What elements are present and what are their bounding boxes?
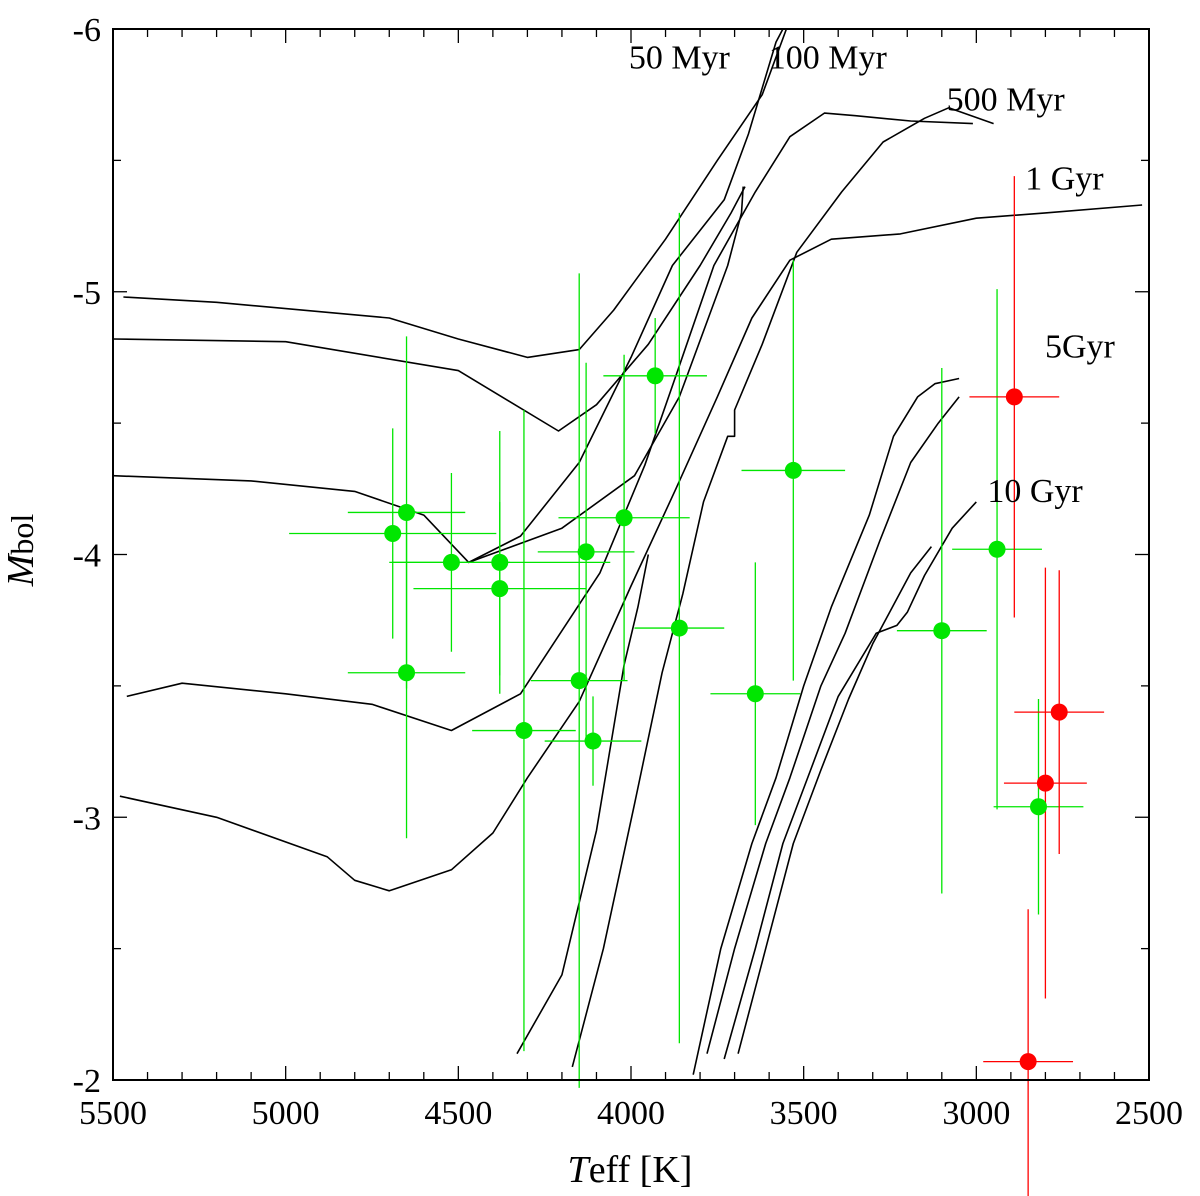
isochrone-curve [516, 554, 650, 1055]
green-data-point [670, 619, 688, 637]
green-data-point [491, 553, 509, 571]
isochrone-curve [723, 501, 977, 1060]
isochrone-curve [119, 204, 1143, 892]
y-tick-label: -2 [73, 1063, 101, 1100]
isochrone-curve [706, 396, 960, 1054]
red-data-point [1050, 703, 1068, 721]
isochrone-label: 500 Myr [947, 81, 1066, 118]
errorbar-layer [289, 176, 1105, 1196]
isochrone-label: 100 Myr [769, 39, 888, 76]
point-layer [384, 367, 1068, 1071]
y-tick-label: -5 [73, 275, 101, 312]
red-data-point [1019, 1053, 1037, 1071]
red-data-point [1005, 388, 1023, 406]
y-axis-title-rest: bol [4, 514, 40, 555]
isochrone-curve [571, 107, 994, 1068]
x-tick-label: 5500 [79, 1095, 147, 1132]
x-tick-label: 5000 [252, 1095, 320, 1132]
red-data-point [1036, 774, 1054, 792]
x-axis-title-italic: T [568, 1149, 592, 1191]
isochrone-curve [692, 377, 960, 1075]
isochrone-layer [113, 29, 1143, 1075]
green-data-point [615, 509, 633, 527]
green-data-point [746, 685, 764, 703]
green-data-point [570, 672, 588, 690]
y-tick-label: -3 [73, 800, 101, 837]
green-data-point [577, 543, 595, 561]
green-data-point [515, 722, 533, 740]
x-tick-label: 3500 [770, 1095, 838, 1132]
green-data-point [933, 622, 951, 640]
x-tick-label: 2500 [1115, 1095, 1183, 1132]
green-data-point [584, 732, 602, 750]
y-axis-title: Mbol [0, 514, 42, 588]
x-tick-label: 4000 [597, 1095, 665, 1132]
isochrone-label: 5Gyr [1045, 328, 1116, 365]
x-axis-title-rest: eff [K] [589, 1149, 693, 1191]
y-tick-label: -4 [73, 538, 101, 575]
isochrone-label-layer: 50 Myr 100 Myr 500 Myr 1 Gyr 5Gyr 10 Gyr [629, 39, 1116, 510]
green-data-point [646, 367, 664, 385]
green-data-point [784, 461, 802, 479]
green-data-point [398, 664, 416, 682]
red-errorbar [983, 909, 1074, 1196]
green-data-point [384, 524, 402, 542]
isochrone-label: 1 Gyr [1025, 160, 1104, 197]
isochrone-label: 50 Myr [629, 39, 731, 76]
tick-layer: 5500 5000 4500 4000 3500 3000 2500 -2 -3 -4 -5 -6 [73, 12, 1183, 1132]
green-data-point [398, 503, 416, 521]
isochrone-curve [123, 29, 788, 359]
isochrone-curve [113, 186, 746, 432]
y-axis-title-italic: M [0, 552, 42, 587]
isochrone-curve [737, 546, 933, 1054]
isochrone-curve [113, 29, 784, 564]
x-tick-label: 4500 [424, 1095, 492, 1132]
isochrone-label: 10 Gyr [987, 473, 1083, 510]
green-data-point [491, 580, 509, 598]
isochrone-curve [126, 112, 973, 732]
green-data-point [442, 553, 460, 571]
x-axis-title: Teff [K] [568, 1149, 693, 1191]
green-data-point [1029, 798, 1047, 816]
x-tick-label: 3000 [942, 1095, 1010, 1132]
green-data-point [988, 540, 1006, 558]
y-tick-label: -6 [73, 12, 101, 49]
